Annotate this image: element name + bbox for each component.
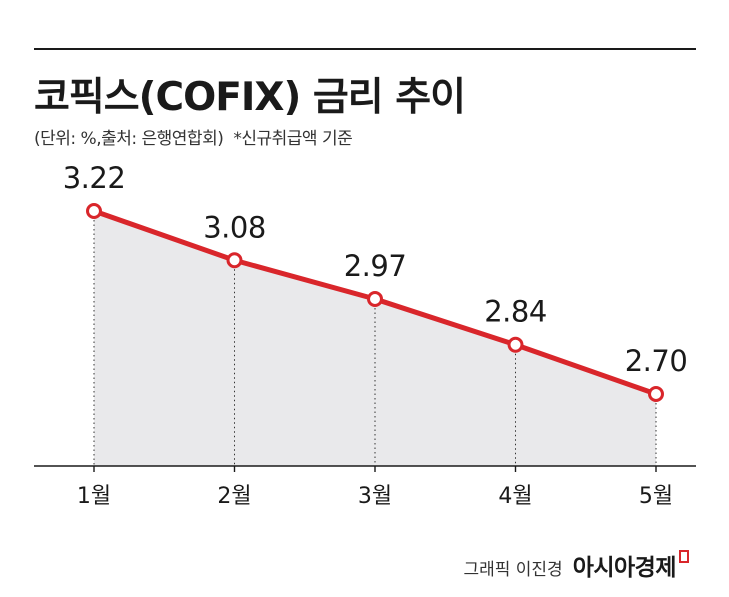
graphic-byline: 그래픽 이진경 [463, 560, 563, 580]
data-point [367, 290, 383, 307]
basis-note: *신규취급액 기준 [233, 129, 353, 149]
data-point [648, 386, 664, 402]
x-tick-label: 5월 [639, 484, 673, 509]
data-point [507, 336, 524, 353]
x-tick-label: 2월 [217, 484, 251, 509]
data-label: 3.22 [63, 161, 126, 195]
x-tick-label: 1월 [77, 484, 111, 509]
top-rule [34, 48, 696, 50]
brand-mark-icon [679, 550, 689, 563]
x-tick-label: 4월 [498, 484, 532, 509]
data-label: 3.08 [203, 210, 266, 244]
credit: 그래픽 이진경 아시아경제 [463, 548, 689, 582]
brand-logo: 아시아경제 [572, 555, 677, 581]
x-tick-label: 3월 [358, 484, 392, 509]
data-label: 2.97 [344, 249, 407, 283]
data-label: 2.70 [625, 344, 688, 378]
data-label: 2.84 [484, 295, 547, 329]
data-point [226, 252, 243, 269]
chart-title: 코픽스(COFIX) 금리 추이 [34, 75, 466, 120]
unit-source-note: (단위: %,출처: 은행연합회) [34, 129, 224, 149]
chart-subtitle: (단위: %,출처: 은행연합회) *신규취급액 기준 [34, 124, 353, 149]
data-point [86, 203, 102, 219]
